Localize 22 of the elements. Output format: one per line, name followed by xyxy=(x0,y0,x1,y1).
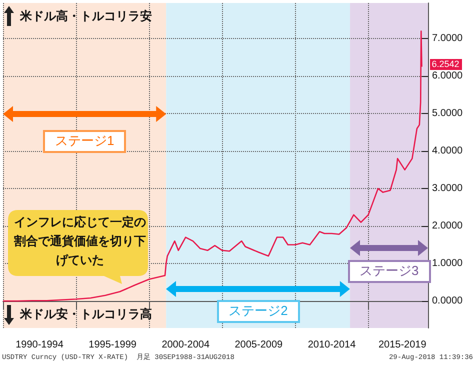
annotation: 6.2542 xyxy=(430,58,462,70)
y-tick-label: 3.0000 xyxy=(432,183,464,194)
x-tick-label: 2000-2004 xyxy=(162,340,210,350)
x-tick-label: 2015-2019 xyxy=(378,340,427,350)
x-tick-label: 2005-2009 xyxy=(234,340,283,350)
line-series xyxy=(2,30,422,302)
y-tick-label: 2.0000 xyxy=(432,220,464,232)
annotation: 米ドル安・トルコリラ高 xyxy=(20,307,152,322)
band-label: ステージ2 xyxy=(216,300,300,323)
y-tick-label: 4.0000 xyxy=(432,146,464,157)
band-label: ステージ1 xyxy=(43,130,126,153)
x-tick-label: 1990-1994 xyxy=(16,340,64,350)
y-tick-label: 0.0000 xyxy=(432,296,464,307)
y-tick-label: 6.0000 xyxy=(432,70,464,82)
annotation: 米ドル高・トルコリラ安 xyxy=(20,9,152,24)
x-tick-label: 2010-2014 xyxy=(308,340,356,350)
y-tick-label: 5.0000 xyxy=(432,108,464,120)
y-tick-label: 7.0000 xyxy=(432,33,464,44)
annotation: インフレに応じて一定の割合で通貨価値を切り下げていた xyxy=(13,214,147,269)
y-tick-label: 1.0000 xyxy=(432,258,464,270)
x-tick-label: 1995-1999 xyxy=(88,340,137,350)
band-label: ステージ3 xyxy=(348,260,431,283)
